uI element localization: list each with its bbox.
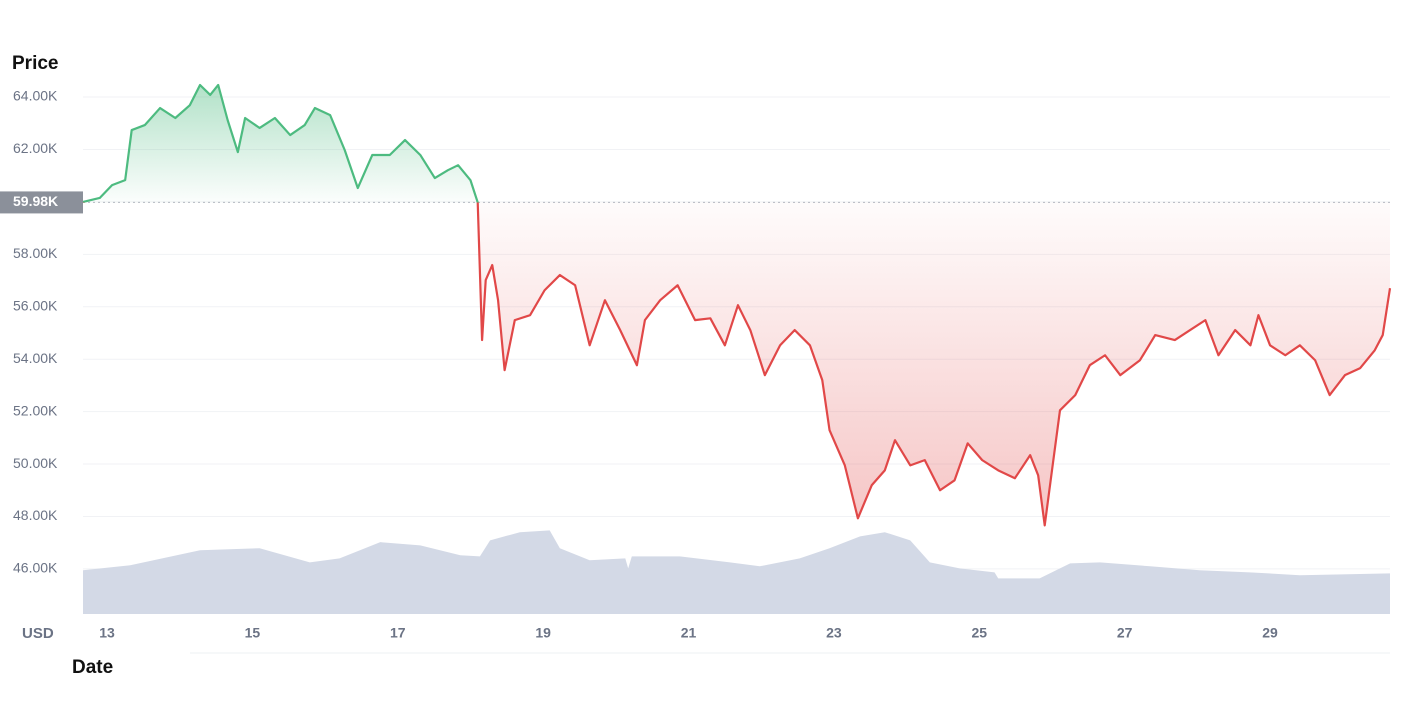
y-tick-label: 50.00K [13,455,58,471]
x-tick-label: 13 [99,625,115,641]
y-tick-label: 46.00K [13,560,58,576]
volume [83,530,1390,614]
y-tick-label: 56.00K [13,297,58,313]
x-tick-label: 17 [390,625,406,641]
price-fill [83,84,1390,526]
x-tick-label: 21 [681,625,697,641]
x-tick-label: 29 [1262,625,1278,641]
x-tick-label: 27 [1117,625,1133,641]
y-tick-label: 48.00K [13,507,58,523]
price-line [82,83,1392,527]
x-tick-label: 19 [535,625,551,641]
currency-label: USD [22,625,54,642]
x-tick-label: 25 [972,625,988,641]
y-tick-label: 52.00K [13,402,58,418]
price-line [82,83,1392,527]
x-axis-title: Date [72,657,113,678]
reference-label-box [0,191,83,214]
x-tick-label: 15 [245,625,261,641]
y-tick-label: 54.00K [13,350,58,366]
labels: 46.00K 48.00K 50.00K 52.00K 54.00K 56.00K 58.0… [0,88,1278,641]
y-tick-label: 62.00K [13,140,58,156]
y-axis-title: Price [12,53,58,74]
volume-area [83,530,1390,614]
price-area [83,84,1390,526]
y-tick-label: 64.00K [13,88,58,104]
y-tick-label: 58.00K [13,245,58,261]
reference-label: 59.98K [13,193,58,209]
x-tick-label: 23 [826,625,842,641]
